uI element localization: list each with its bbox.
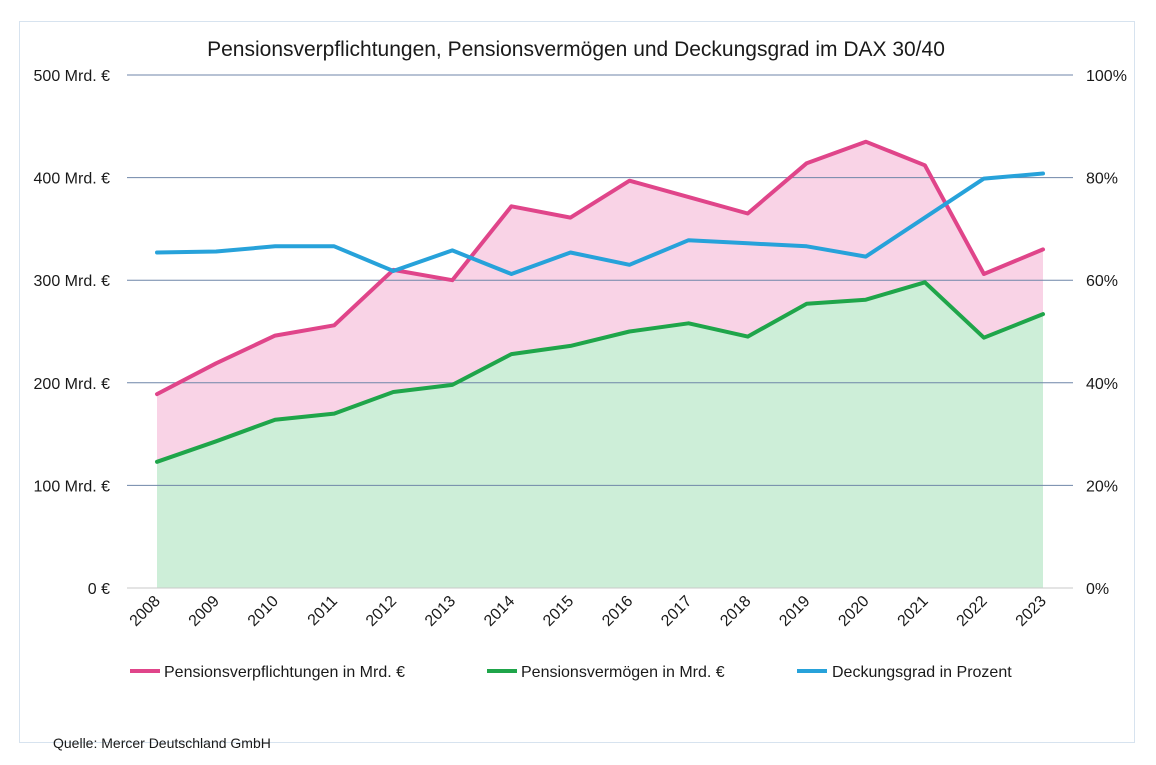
y-left-tick-label: 100 Mrd. € <box>34 478 111 495</box>
legend-item-obligations: Pensionsverpflichtungen in Mrd. € <box>130 664 405 681</box>
legend-item-assets: Pensionsvermögen in Mrd. € <box>487 664 725 681</box>
y-right-tick-label: 20% <box>1086 478 1118 495</box>
x-tick-label: 2023 <box>1013 593 1050 630</box>
x-tick-label: 2008 <box>127 593 164 630</box>
legend-label: Pensionsverpflichtungen in Mrd. € <box>164 664 405 681</box>
x-tick-label: 2018 <box>717 593 754 630</box>
x-tick-label: 2017 <box>658 593 695 630</box>
x-tick-label: 2022 <box>954 593 991 630</box>
x-tick-label: 2012 <box>363 593 400 630</box>
x-tick-label: 2021 <box>895 593 932 630</box>
x-tick-label: 2015 <box>540 593 577 630</box>
x-tick-label: 2010 <box>245 593 282 630</box>
legend-label: Pensionsvermögen in Mrd. € <box>521 664 725 681</box>
x-tick-label: 2014 <box>481 593 518 630</box>
x-tick-label: 2020 <box>835 593 872 630</box>
source-note: Quelle: Mercer Deutschland GmbH <box>53 735 271 751</box>
x-tick-label: 2011 <box>305 593 341 629</box>
x-tick-label: 2013 <box>422 593 459 630</box>
y-right-tick-label: 40% <box>1086 376 1118 393</box>
y-left-tick-label: 400 Mrd. € <box>34 171 111 188</box>
y-left-tick-label: 0 € <box>88 581 110 598</box>
y-right-tick-label: 100% <box>1086 68 1127 85</box>
y-left-tick-label: 300 Mrd. € <box>34 273 111 290</box>
assets-line <box>155 280 1045 464</box>
y-left-tick-label: 200 Mrd. € <box>34 376 111 393</box>
legend-item-coverage: Deckungsgrad in Prozent <box>797 664 1012 681</box>
legend-label: Deckungsgrad in Prozent <box>832 664 1012 681</box>
chart-frame: 0 € 100 Mrd. € 200 Mrd. € 300 Mrd. € 400 Mrd… <box>19 21 1135 751</box>
chart: 0 € 100 Mrd. € 200 Mrd. € 300 Mrd. € 400 Mrd… <box>34 38 1127 681</box>
x-tick-label: 2009 <box>186 593 223 630</box>
y-right-tick-label: 0% <box>1086 581 1109 598</box>
y-right-tick-label: 60% <box>1086 273 1118 290</box>
coverage-ratio-line <box>155 171 1045 276</box>
y-right-tick-label: 80% <box>1086 171 1118 188</box>
chart-title: Pensionsverpflichtungen, Pensionsvermöge… <box>207 38 945 61</box>
assets-area <box>157 282 1043 588</box>
x-tick-label: 2016 <box>599 593 636 630</box>
obligations-line <box>155 139 1045 397</box>
x-tick-label: 2019 <box>776 593 813 630</box>
y-left-tick-label: 500 Mrd. € <box>34 68 111 85</box>
